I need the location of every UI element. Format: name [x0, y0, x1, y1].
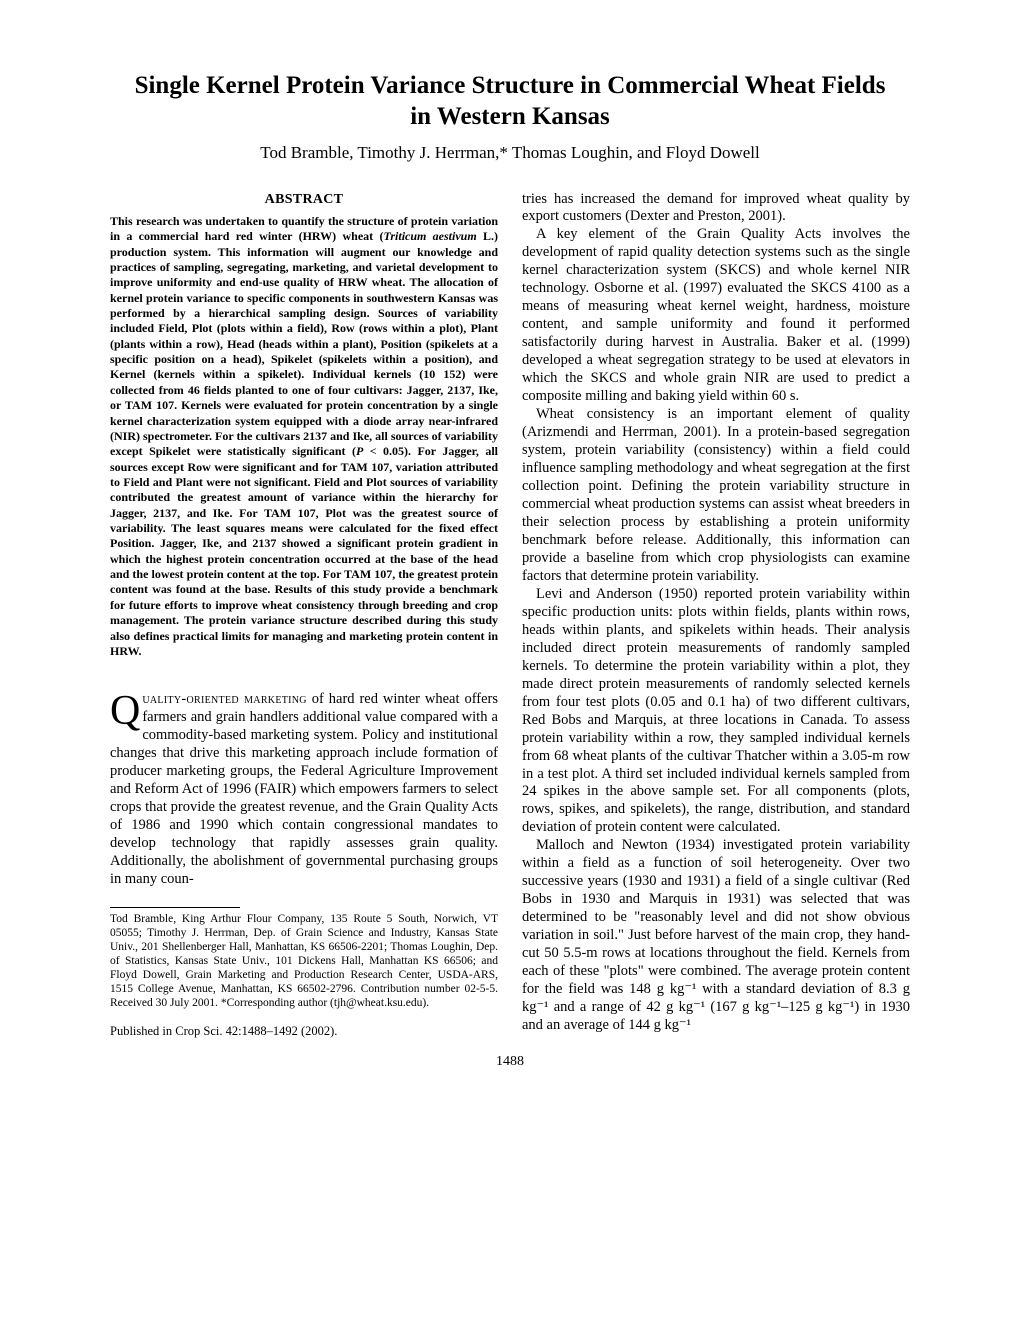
page-number: 1488 — [110, 1054, 910, 1070]
abstract-text: This research was undertaken to quantify… — [110, 214, 498, 659]
intro-smallcaps: uality-oriented marketing — [142, 691, 306, 707]
two-column-layout: ABSTRACT This research was undertaken to… — [110, 191, 910, 1040]
abstract-part-2: L.) production system. This information … — [110, 229, 498, 458]
right-p1: tries has increased the demand for impro… — [522, 191, 910, 227]
right-p3: Wheat consistency is an important elemen… — [522, 406, 910, 586]
right-p5: Malloch and Newton (1934) investigated p… — [522, 837, 910, 1035]
author-footnote: Tod Bramble, King Arthur Flour Company, … — [110, 912, 498, 1010]
abstract-heading: ABSTRACT — [110, 191, 498, 208]
intro-body: Quality-oriented marketing of hard red w… — [110, 691, 498, 889]
dropcap: Q — [110, 691, 142, 730]
left-column: ABSTRACT This research was undertaken to… — [110, 191, 498, 1040]
abstract-part-3: < 0.05). For Jagger, all sources except … — [110, 444, 498, 658]
footnote-separator — [110, 907, 240, 908]
publication-line: Published in Crop Sci. 42:1488–1492 (200… — [110, 1024, 498, 1040]
title-line-2: in Western Kansas — [410, 103, 610, 130]
author-list: Tod Bramble, Timothy J. Herrman,* Thomas… — [110, 143, 910, 163]
abstract-italic-1: Triticum aestivum — [383, 229, 476, 243]
intro-rest: of hard red winter wheat offers farmers … — [110, 691, 498, 887]
intro-paragraph-1: Quality-oriented marketing of hard red w… — [110, 691, 498, 889]
paper-title: Single Kernel Protein Variance Structure… — [110, 70, 910, 133]
right-p4: Levi and Anderson (1950) reported protei… — [522, 586, 910, 838]
right-p2: A key element of the Grain Quality Acts … — [522, 226, 910, 406]
title-line-1: Single Kernel Protein Variance Structure… — [135, 72, 886, 99]
right-column: tries has increased the demand for impro… — [522, 191, 910, 1040]
